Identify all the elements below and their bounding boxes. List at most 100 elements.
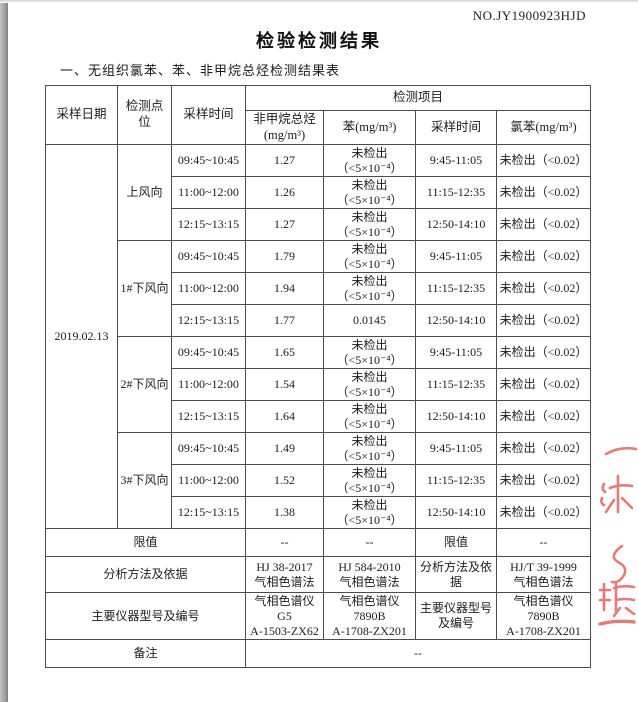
table-row: 11:00~12:00 1.26 未检出 （<5×10⁻⁴） 11:15-12:… (46, 176, 592, 209)
instrument-line3: A-1708-ZX201 (332, 623, 407, 638)
handwriting-strokes-icon (598, 446, 638, 626)
method-row: 分析方法及依据 HJ 38-2017 气相色谱法 HJ 584-2010 气相色… (45, 556, 592, 593)
instrument-nmhc: 气相色谱仪 G5 A-1503-ZX62 (245, 592, 324, 640)
cell-chlorobenzene: 未检出（<0.02） (495, 368, 592, 401)
cell-monitor-point: 1#下风向 (117, 240, 172, 337)
col-header-chlorobenzene: 氯苯(mg/m³) (495, 110, 592, 145)
col-header-nmhc: 非甲烷总烃 (mg/m³) (245, 110, 324, 145)
instrument-line2: 及编号 (437, 616, 474, 630)
table-row: 2#下风向 09:45~10:45 1.65 未检出 （<5×10⁻⁴） 9:4… (46, 336, 592, 433)
benzene-line2: （<5×10⁻⁴） (336, 288, 403, 303)
cell-chlorobenzene: 未检出（<0.02） (495, 240, 592, 273)
method-label: 分析方法及依据 (45, 556, 246, 593)
limit-nmhc: -- (245, 528, 324, 557)
scan-edge-left (0, 0, 8, 702)
cell-nmhc: 1.54 (245, 368, 324, 401)
col-header-test-items: 检测项目 (244, 85, 592, 111)
benzene-line2: （<5×10⁻⁴） (336, 416, 403, 431)
cell-benzene: 未检出 （<5×10⁻⁴） (323, 240, 416, 273)
cell-sample-time-2: 9:45-11:05 (415, 240, 497, 273)
cell-benzene: 未检出 （<5×10⁻⁴） (323, 272, 416, 305)
cell-monitor-point: 2#下风向 (117, 336, 172, 433)
benzene-line1: 未检出 (351, 497, 388, 512)
method-line2: 气相色谱法 (513, 574, 574, 589)
method-line1: 分析方法及依 (419, 559, 492, 574)
cell-chlorobenzene: 未检出（<0.02） (495, 272, 592, 305)
benzene-line2: （<5×10⁻⁴） (336, 448, 403, 463)
note-row: 备注 -- (45, 639, 592, 668)
cell-benzene: 未检出 （<5×10⁻⁴） (323, 432, 416, 465)
limit-benzene: -- (323, 528, 416, 557)
limit-label-2: 限值 (415, 528, 497, 557)
limit-row: 限值 -- -- 限值 -- (45, 528, 592, 557)
benzene-line1: 未检出 (351, 433, 388, 448)
cell-sample-time-2: 11:15-12:35 (415, 176, 497, 209)
cell-benzene: 未检出 （<5×10⁻⁴） (323, 368, 416, 401)
cell-sample-time: 09:45~10:45 (171, 432, 246, 465)
cell-benzene: 未检出 （<5×10⁻⁴） (323, 464, 416, 497)
section-heading: 一、无组织氯苯、苯、非甲烷总烃检测结果表 (60, 63, 341, 78)
cell-nmhc: 1.77 (245, 304, 324, 337)
cell-sample-time-2: 9:45-11:05 (415, 144, 497, 177)
method-chlorobenzene: HJ/T 39-1999 气相色谱法 (495, 556, 592, 593)
table-row: 11:00~12:00 1.94 未检出 （<5×10⁻⁴） 11:15-12:… (46, 272, 592, 305)
benzene-line2: （<5×10⁻⁴） (336, 224, 403, 239)
benzene-line1: 未检出 (351, 401, 388, 416)
page-title: 检验检测结果 (256, 31, 382, 51)
cell-nmhc: 1.38 (245, 496, 324, 529)
limit-label: 限值 (45, 528, 246, 557)
benzene-line1: 未检出 (351, 369, 388, 384)
cell-sample-time: 12:15~13:15 (171, 208, 246, 241)
benzene-line2: （<5×10⁻⁴） (336, 384, 403, 399)
method-benzene: HJ 584-2010 气相色谱法 (323, 556, 416, 593)
instrument-line3: A-1708-ZX201 (506, 623, 581, 638)
method-label-2: 分析方法及依 据 (415, 556, 497, 593)
cell-chlorobenzene: 未检出（<0.02） (495, 400, 592, 433)
cell-sample-time: 09:45~10:45 (171, 240, 246, 273)
instrument-line2: 7890B (527, 608, 560, 623)
cell-sample-time-2: 12:50-14:10 (415, 496, 497, 529)
cell-chlorobenzene: 未检出（<0.02） (495, 176, 592, 209)
col-header-benzene: 苯(mg/m³) (323, 110, 416, 145)
cell-sample-time: 12:15~13:15 (171, 304, 246, 337)
cell-sample-time-2: 11:15-12:35 (415, 272, 497, 305)
table-row: 2019.02.13 上风向 09:45~10:45 1.27 未检出 （<5×… (45, 144, 592, 529)
cell-sample-time: 09:45~10:45 (171, 336, 246, 369)
cell-benzene: 未检出 （<5×10⁻⁴） (323, 144, 416, 177)
cell-benzene: 未检出 （<5×10⁻⁴） (323, 400, 416, 433)
instrument-line1: 气相色谱仪 (513, 593, 574, 608)
cell-chlorobenzene: 未检出（<0.02） (495, 304, 592, 337)
cell-benzene: 未检出 （<5×10⁻⁴） (323, 176, 416, 209)
method-line2: 据 (449, 574, 462, 589)
cell-sample-time-2: 11:15-12:35 (415, 368, 497, 401)
instrument-line2: G5 (277, 608, 292, 623)
handwritten-red-annotation (592, 438, 638, 633)
instrument-chlorobenzene: 气相色谱仪 7890B A-1708-ZX201 (495, 592, 592, 640)
limit-chlorobenzene: -- (495, 528, 592, 557)
results-table: 采样日期 检测点位 采样时间 检测项目 非甲烷总烃 (mg/m³) 苯(mg/m… (45, 85, 592, 668)
benzene-line1: 未检出 (351, 177, 388, 192)
instrument-line1: 气相色谱仪 (339, 593, 400, 608)
col-header-nmhc-line2: (mg/m³) (263, 127, 306, 142)
cell-nmhc: 1.79 (245, 240, 324, 273)
cell-sample-time: 12:15~13:15 (171, 496, 246, 529)
cell-nmhc: 1.49 (245, 432, 324, 465)
cell-nmhc: 1.26 (245, 176, 324, 209)
method-line1: HJ 38-2017 (256, 559, 313, 574)
cell-nmhc: 1.64 (245, 400, 324, 433)
benzene-line2: （<5×10⁻⁴） (336, 352, 403, 367)
cell-sample-time: 11:00~12:00 (171, 272, 246, 305)
cell-benzene: 未检出 （<5×10⁻⁴） (323, 336, 416, 369)
cell-chlorobenzene: 未检出（<0.02） (495, 336, 592, 369)
method-line1: HJ/T 39-1999 (510, 559, 577, 574)
cell-nmhc: 1.94 (245, 272, 324, 305)
table-row: 1#下风向 09:45~10:45 1.79 未检出 （<5×10⁻⁴） 9:4… (46, 240, 592, 337)
cell-nmhc: 1.27 (245, 208, 324, 241)
benzene-line2: （<5×10⁻⁴） (336, 256, 403, 271)
cell-chlorobenzene: 未检出（<0.02） (495, 432, 592, 465)
table-row: 12:15~13:15 1.77 0.0145 12:50-14:10 未检出（… (46, 304, 592, 337)
cell-benzene: 未检出 （<5×10⁻⁴） (323, 208, 416, 241)
table-row: 11:00~12:00 1.54 未检出 （<5×10⁻⁴） 11:15-12:… (46, 368, 592, 401)
cell-chlorobenzene: 未检出（<0.02） (495, 208, 592, 241)
